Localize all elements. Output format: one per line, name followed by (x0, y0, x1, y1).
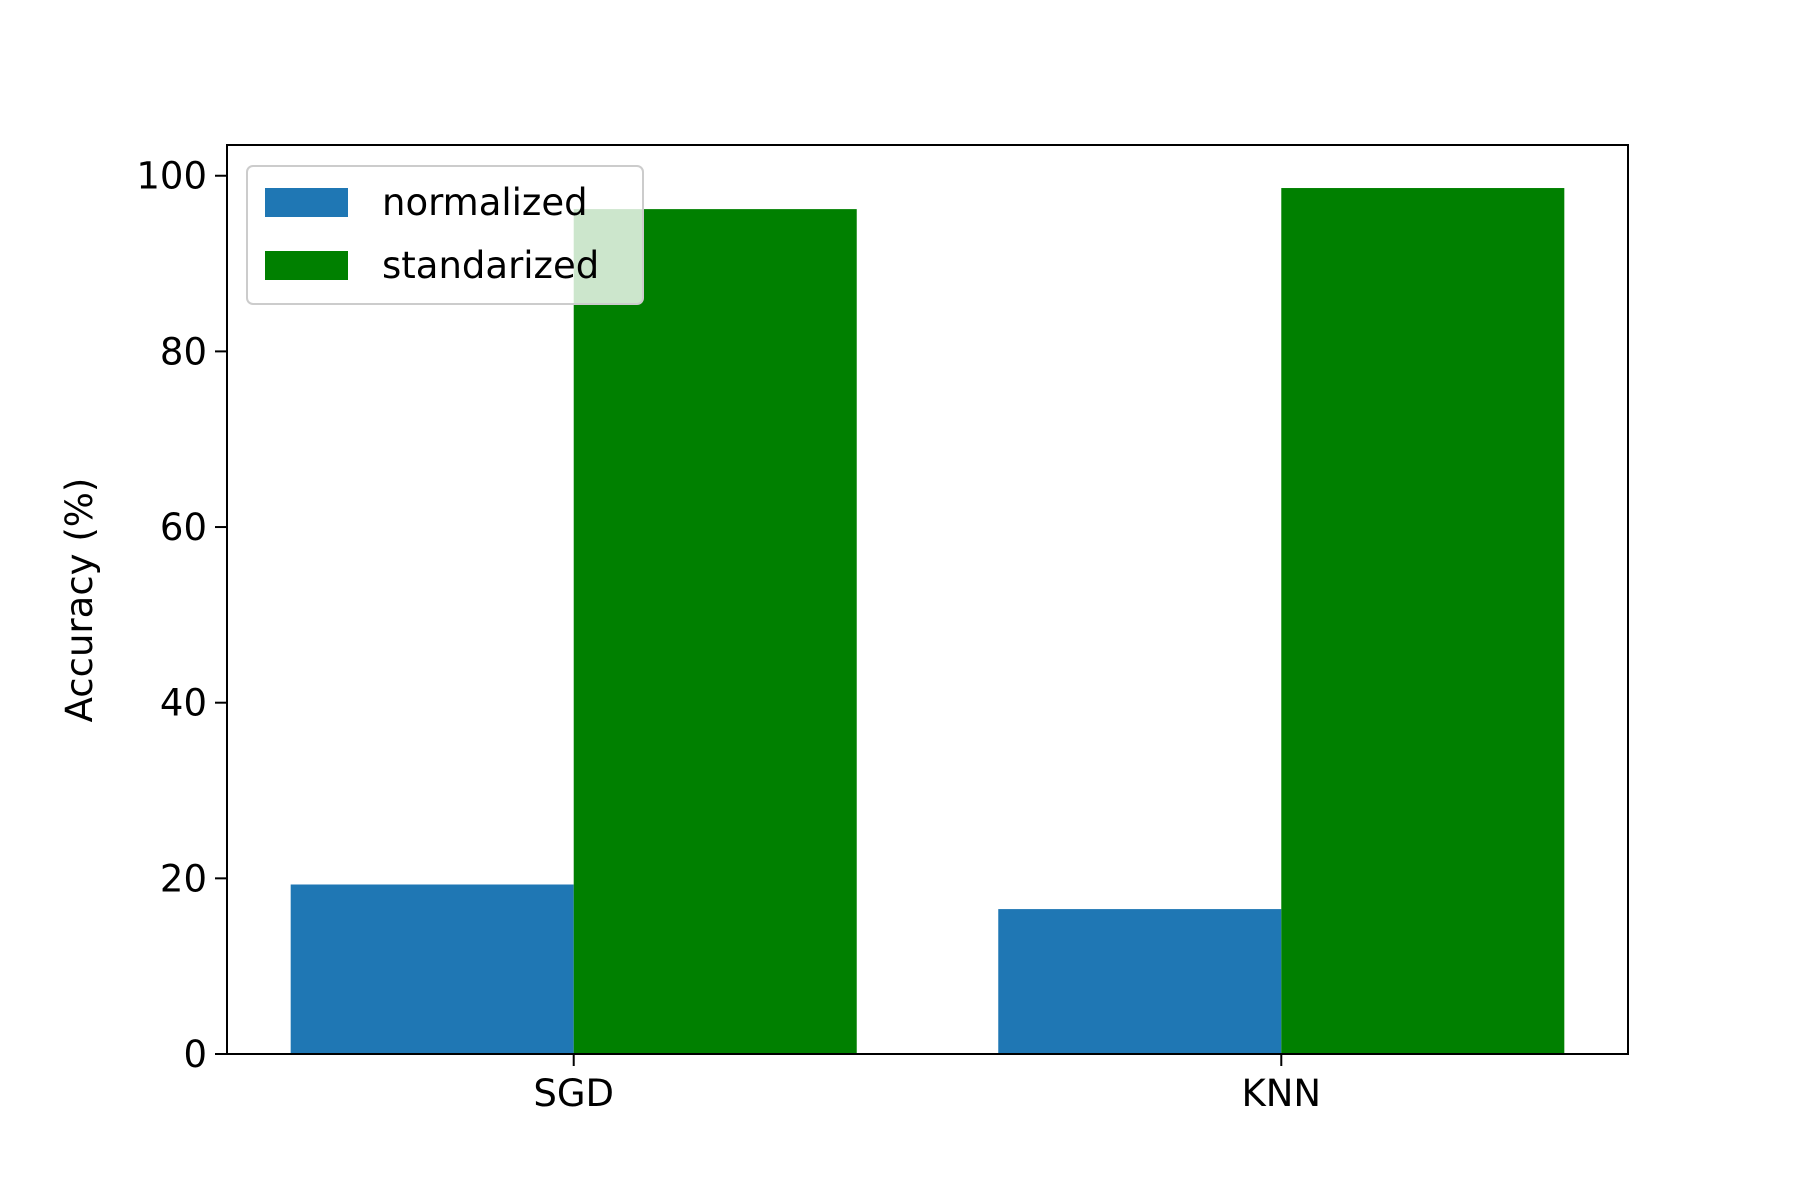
y-tick-label: 20 (160, 857, 207, 900)
legend-swatch-standarized (265, 251, 348, 280)
legend: normalized standarized (246, 165, 644, 305)
x-tick-label: KNN (1241, 1072, 1321, 1115)
legend-label-normalized: normalized (382, 181, 588, 224)
legend-swatch-normalized (265, 188, 348, 217)
y-axis-label: Accuracy (%) (58, 478, 101, 723)
y-tick-label: 40 (160, 682, 207, 725)
bars-group (290, 188, 1565, 1054)
y-tick-label: 80 (160, 330, 207, 373)
bar-normalized-knn (998, 909, 1282, 1054)
legend-label-standarized: standarized (382, 244, 599, 287)
y-tick-label: 0 (183, 1033, 207, 1076)
bar-standarized-knn (1281, 188, 1565, 1054)
x-tick-label: SGD (533, 1072, 614, 1115)
plot-frame (226, 144, 1629, 1055)
y-tick-label: 100 (136, 155, 207, 198)
bar-normalized-sgd (290, 884, 574, 1054)
axes-group: 0 20 40 60 80 100 SGD KNN (136, 144, 1629, 1115)
y-tick-label: 60 (160, 506, 207, 549)
bar-standarized-sgd (573, 209, 857, 1054)
